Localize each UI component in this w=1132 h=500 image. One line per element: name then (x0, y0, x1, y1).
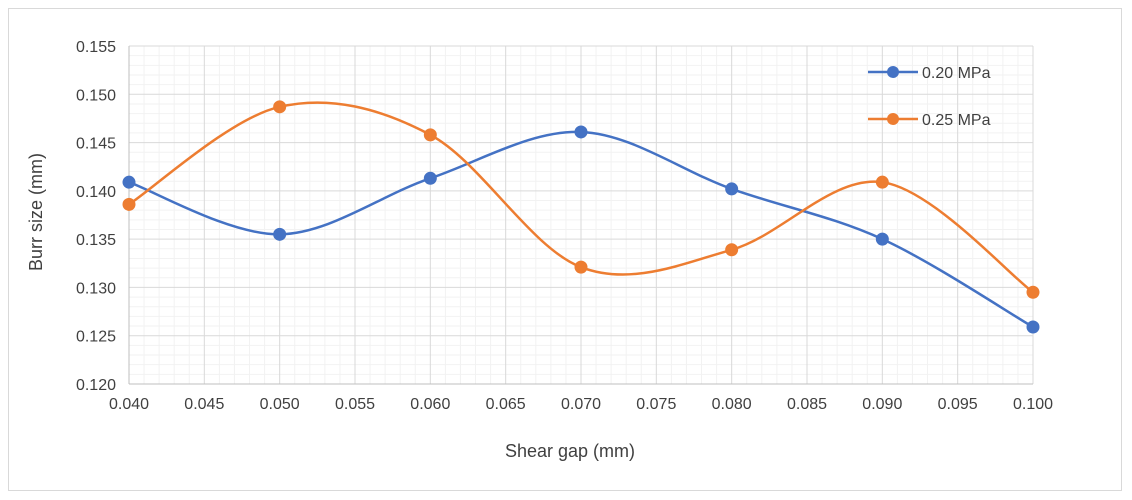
legend-label: 0.25 MPa (922, 112, 991, 129)
x-tick-label: 0.055 (335, 396, 375, 413)
data-point (1026, 320, 1040, 334)
data-point (273, 100, 287, 114)
data-point (875, 232, 889, 246)
legend-marker (887, 66, 899, 78)
x-tick-label: 0.095 (938, 396, 978, 413)
data-point (574, 125, 588, 139)
legend-marker (887, 113, 899, 125)
data-point (725, 182, 739, 196)
x-tick-label: 0.060 (410, 396, 450, 413)
data-point (122, 175, 136, 189)
data-point (1026, 285, 1040, 299)
chart-frame (8, 8, 1122, 491)
legend-item: 0.20 MPa (868, 65, 991, 82)
data-point (122, 197, 136, 211)
series-0-20-mpa (122, 125, 1040, 334)
series-0-25-mpa (122, 100, 1040, 299)
x-tick-label: 0.070 (561, 396, 601, 413)
y-tick-label: 0.140 (76, 184, 116, 201)
y-tick-label: 0.135 (76, 232, 116, 249)
y-tick-label: 0.125 (76, 329, 116, 346)
x-tick-label: 0.100 (1013, 396, 1053, 413)
data-point (574, 260, 588, 274)
y-tick-labels: 0.120 0.125 0.130 0.135 0.140 0.145 0.150 0.155 (76, 39, 116, 394)
x-tick-label: 0.065 (486, 396, 526, 413)
data-point (875, 175, 889, 189)
y-tick-label: 0.150 (76, 87, 116, 104)
x-tick-label: 0.075 (636, 396, 676, 413)
x-tick-labels: 0.040 0.045 0.050 0.055 0.060 0.065 0.070 0.075… (109, 396, 1053, 413)
data-point (423, 128, 437, 142)
x-tick-label: 0.080 (712, 396, 752, 413)
y-tick-label: 0.155 (76, 39, 116, 56)
y-tick-label: 0.120 (76, 377, 116, 394)
legend-item: 0.25 MPa (868, 112, 991, 129)
legend-label: 0.20 MPa (922, 65, 991, 82)
data-point (423, 171, 437, 185)
data-point (273, 227, 287, 241)
series-layer (122, 100, 1040, 334)
legend: 0.20 MPa 0.25 MPa (868, 65, 991, 129)
x-tick-label: 0.085 (787, 396, 827, 413)
y-tick-label: 0.130 (76, 280, 116, 297)
x-axis-title: Shear gap (mm) (505, 441, 635, 461)
axes (128, 46, 1033, 385)
y-axis-title: Burr size (mm) (26, 153, 46, 271)
x-tick-label: 0.040 (109, 396, 149, 413)
data-point (725, 243, 739, 257)
x-tick-label: 0.090 (862, 396, 902, 413)
x-tick-label: 0.050 (260, 396, 300, 413)
y-tick-label: 0.145 (76, 136, 116, 153)
x-tick-label: 0.045 (184, 396, 224, 413)
